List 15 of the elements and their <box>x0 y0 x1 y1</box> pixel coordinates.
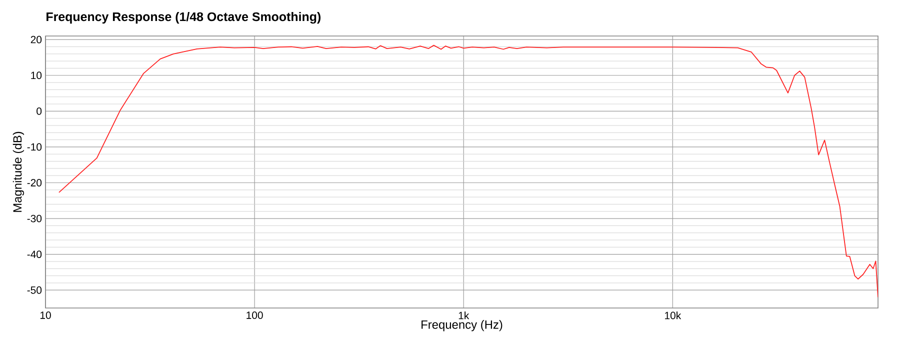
y-tick-label: -50 <box>27 286 42 294</box>
x-axis-title: Frequency (Hz) <box>422 320 502 332</box>
x-tick-label: 10k <box>665 312 682 320</box>
y-tick-label: -40 <box>27 250 42 258</box>
y-tick-label: 10 <box>31 72 42 80</box>
y-tick-label: -20 <box>27 179 42 186</box>
y-tick-label: -30 <box>27 214 42 222</box>
x-tick-label: 100 <box>246 312 263 319</box>
y-tick-label: -10 <box>27 143 42 151</box>
y-axis-title: Magnitude (dB) <box>12 132 24 212</box>
x-tick-label: 10 <box>40 312 51 319</box>
y-tick-label: 20 <box>30 36 42 44</box>
x-tick-label: 1k <box>458 312 470 320</box>
y-tick-label: 0 <box>36 107 42 115</box>
chart-title: Frequency Response (1/48 Octave Smoothing) <box>46 12 321 24</box>
